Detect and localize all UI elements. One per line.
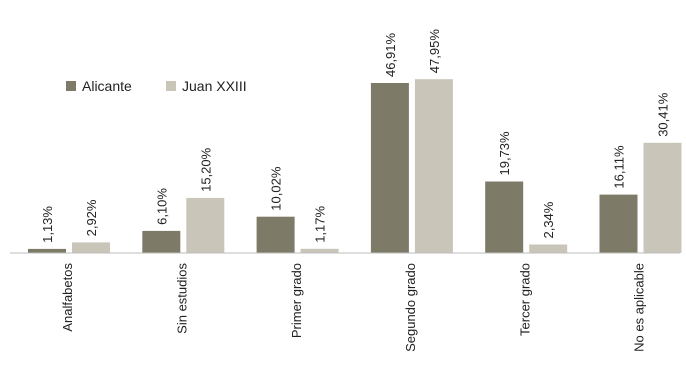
bar-juan-xxiii-3: [300, 248, 339, 253]
value-label-juan-xxiii-3: 1,17%: [313, 205, 328, 242]
category-label-3: Primer grado: [289, 263, 304, 338]
bar-juan-xxiii-6: [643, 142, 682, 253]
bar-juan-xxiii-5: [529, 244, 568, 253]
value-label-juan-xxiii-4: 47,95%: [427, 29, 442, 74]
category-label-5: Tercer grado: [517, 263, 532, 336]
value-label-alicante-2: 6,10%: [154, 188, 169, 225]
bar-juan-xxiii-4: [414, 79, 453, 253]
bar-alicante-1: [28, 248, 66, 253]
bar-alicante-6: [599, 194, 638, 253]
chart-legend: Alicante Juan XXIII: [66, 78, 247, 94]
category-label-1: Analfabetos: [60, 263, 75, 332]
category-label-2: Sin estudios: [174, 263, 189, 334]
legend-label-juan-xxiii: Juan XXIII: [182, 78, 247, 94]
bar-alicante-4: [370, 83, 409, 253]
category-label-6: No es aplicable: [632, 263, 647, 352]
value-label-juan-xxiii-1: 2,92%: [84, 199, 99, 236]
bar-alicante-2: [142, 230, 181, 253]
chart-bars: [28, 79, 682, 253]
value-label-alicante-6: 16,11%: [612, 145, 627, 189]
value-label-alicante-4: 46,91%: [383, 32, 398, 77]
chart-value-labels: 1,13% 2,92% 6,10% 15,20% 10,02% 1,17% 46,91% 47…: [40, 29, 671, 243]
value-label-juan-xxiii-2: 15,20%: [198, 147, 213, 192]
value-label-alicante-1: 1,13%: [40, 206, 55, 243]
legend-swatch-juan-xxiii: [166, 81, 176, 91]
legend-label-alicante: Alicante: [82, 78, 132, 94]
value-label-alicante-5: 19,73%: [497, 131, 512, 176]
category-label-4: Segundo grado: [403, 263, 418, 352]
bar-alicante-3: [256, 216, 295, 253]
legend-swatch-alicante: [66, 81, 76, 91]
bar-juan-xxiii-1: [72, 242, 110, 253]
value-label-juan-xxiii-6: 30,41%: [656, 92, 671, 137]
chart-category-labels: Analfabetos Sin estudios Primer grado Segun…: [60, 263, 646, 352]
bar-juan-xxiii-2: [186, 197, 225, 253]
value-label-alicante-3: 10,02%: [269, 166, 284, 211]
bar-alicante-5: [485, 181, 524, 253]
value-label-juan-xxiii-5: 2,34%: [541, 201, 556, 238]
